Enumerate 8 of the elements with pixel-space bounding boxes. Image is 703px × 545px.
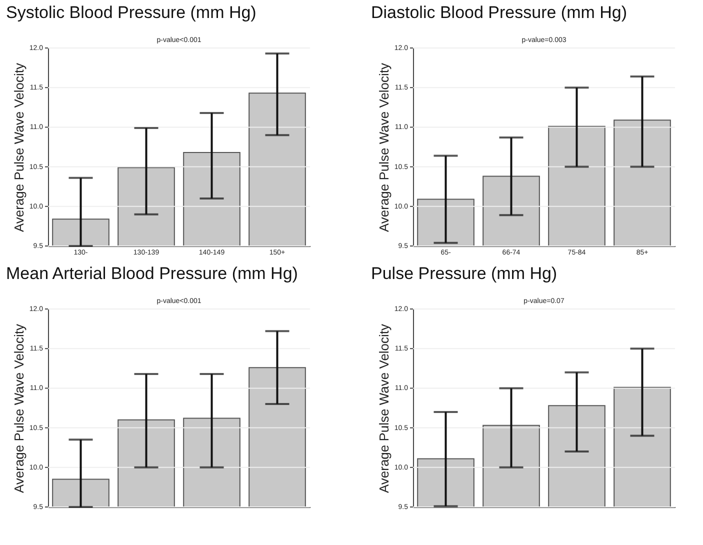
chart-title: Mean Arterial Blood Pressure (mm Hg): [6, 264, 298, 283]
y-axis-title: Average Pulse Wave Velocity: [12, 62, 26, 232]
chart-title: Diastolic Blood Pressure (mm Hg): [371, 3, 628, 22]
y-axis-title: Average Pulse Wave Velocity: [376, 323, 392, 494]
y-axis-title: Average Pulse Wave Velocity: [376, 62, 392, 232]
chart-title: Pulse Pressure (mm Hg): [371, 264, 558, 283]
chart-title: Systolic Blood Pressure (mm Hg): [6, 3, 256, 22]
y-axis-title: Average Pulse Wave Velocity: [12, 323, 26, 494]
